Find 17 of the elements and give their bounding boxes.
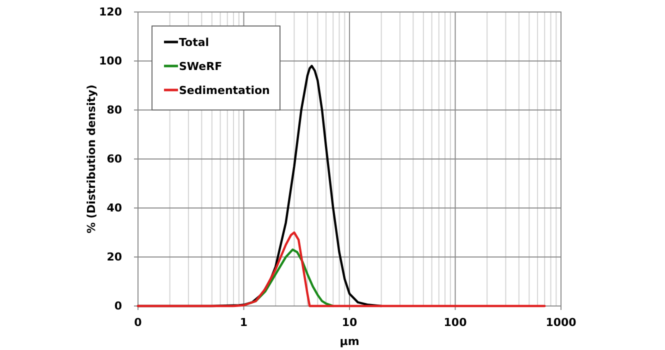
- y-tick-label: 80: [106, 104, 122, 117]
- y-tick-label: 0: [114, 300, 122, 313]
- y-tick-label: 20: [106, 250, 122, 264]
- legend-label: Sedimentation: [179, 84, 270, 97]
- x-tick-label: 10: [342, 316, 358, 329]
- legend-label: SWeRF: [179, 60, 222, 73]
- y-axis-title: % (Distribution density): [85, 84, 98, 234]
- x-tick-label: 1: [240, 316, 248, 329]
- y-tick-label: 40: [106, 202, 122, 215]
- y-tick-label: 100: [99, 54, 122, 68]
- x-tick-label: 0: [134, 316, 142, 329]
- x-tick-label: 1000: [546, 316, 577, 329]
- x-tick-label: 100: [444, 316, 468, 329]
- y-tick-label: 60: [106, 152, 122, 166]
- x-axis-title: µm: [340, 335, 360, 348]
- legend-label: Total: [179, 36, 210, 49]
- y-tick-label: 120: [99, 6, 122, 19]
